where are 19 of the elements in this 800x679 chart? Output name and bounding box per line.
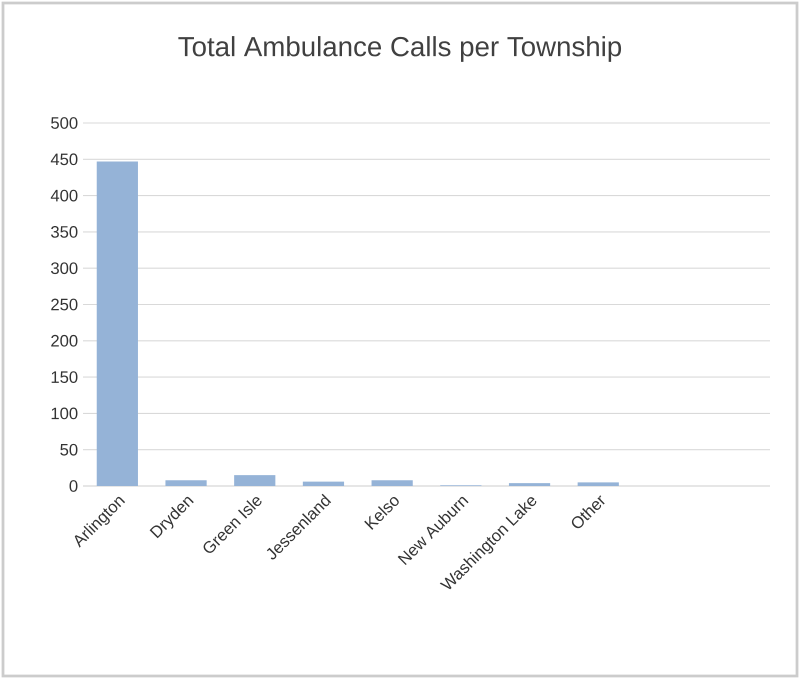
y-tick-label: 150 bbox=[52, 371, 78, 383]
bar bbox=[508, 483, 550, 486]
y-tick-label: 400 bbox=[50, 190, 78, 202]
y-tick-label: 50 bbox=[60, 444, 78, 456]
y-tick-label: 350 bbox=[51, 226, 78, 238]
bar bbox=[165, 480, 207, 486]
y-tick-label: 200 bbox=[51, 334, 78, 347]
y-tick-label: 500 bbox=[51, 117, 78, 129]
bar bbox=[96, 161, 138, 486]
y-tick-label: 250 bbox=[51, 298, 78, 310]
y-tick-label: 300 bbox=[51, 262, 78, 274]
y-tick-label: 0 bbox=[70, 480, 78, 492]
chart-title: Total Ambulance Calls per Township bbox=[178, 36, 622, 62]
bar bbox=[302, 482, 344, 486]
bar bbox=[372, 480, 413, 486]
y-tick-label: 450 bbox=[50, 153, 78, 166]
bar bbox=[234, 475, 276, 486]
y-tick-label: 100 bbox=[52, 408, 78, 420]
bar bbox=[578, 482, 619, 486]
